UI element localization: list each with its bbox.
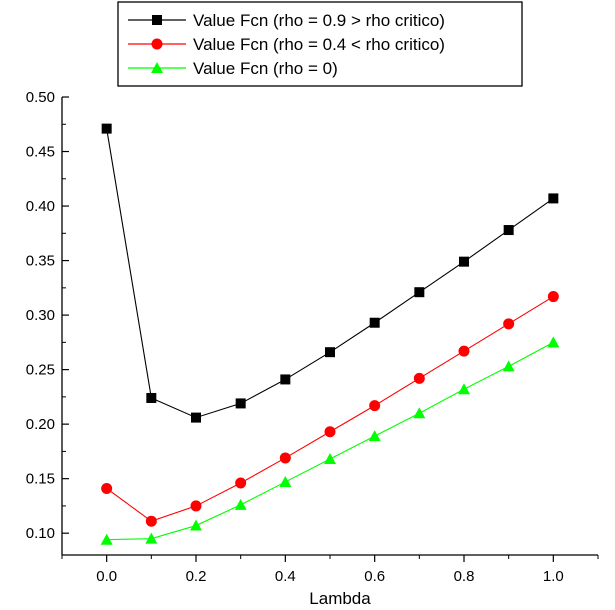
data-point [145,515,157,527]
data-point [279,452,291,464]
y-tick-label: 0.40 [26,198,55,215]
data-point [234,498,247,510]
data-point [413,407,426,419]
data-point [369,317,380,328]
y-tick-label: 0.35 [26,253,55,270]
data-point [414,287,425,298]
y-tick-label: 0.15 [26,471,55,488]
y-tick-label: 0.20 [26,416,55,433]
data-point [145,532,158,544]
x-tick-label: 0.4 [275,568,296,585]
data-point [190,519,202,531]
data-point [547,291,559,303]
data-point [279,475,292,487]
y-tick-label: 0.50 [26,89,55,106]
data-point [280,374,291,385]
legend-label: Value Fcn (rho = 0.4 < rho critico) [193,35,445,54]
y-tick-label: 0.10 [26,525,55,542]
data-point [235,477,247,489]
data-point [325,347,335,358]
x-tick-label: 0.0 [96,568,117,585]
x-tick-label: 1.0 [543,568,564,585]
legend-label: Value Fcn (rho = 0.9 > rho critico) [193,11,445,30]
x-axis-label: Lambda [309,589,371,608]
data-point [503,225,514,236]
series-line [106,128,554,419]
data-point [190,500,202,512]
x-tick-label: 0.8 [454,568,475,585]
data-point [458,383,470,395]
data-point [413,372,425,384]
data-point [324,426,336,438]
data-point [235,398,246,409]
data-point [459,256,469,267]
data-point [324,453,336,465]
data-point [458,345,470,357]
data-point [548,193,559,204]
data-point [146,392,157,403]
data-point [368,430,381,442]
data-point [502,360,515,372]
series-line [106,341,554,541]
data-point [547,336,560,348]
data-point [100,533,113,545]
legend-label: Value Fcn (rho = 0) [193,59,338,78]
series-line [106,296,554,522]
legend-swatch-marker [151,38,163,50]
legend-swatch-marker [152,15,162,25]
legend: Value Fcn (rho = 0.9 > rho critico) Value… [117,1,523,87]
data-point [503,318,515,330]
x-tick-label: 0.6 [364,568,385,585]
data-point [101,123,112,134]
y-tick-label: 0.25 [26,362,55,379]
legend-swatch-marker [151,62,163,73]
plot-area: 0.10 0.15 0.20 0.25 0.30 0.35 0.40 0.45 0.50 0.0 0… [26,89,599,585]
y-tick-label: 0.30 [26,307,55,324]
data-point [101,482,113,494]
x-tick-label: 0.2 [186,568,207,585]
data-point [369,400,381,412]
y-tick-label: 0.45 [26,144,55,161]
data-point [191,412,201,423]
